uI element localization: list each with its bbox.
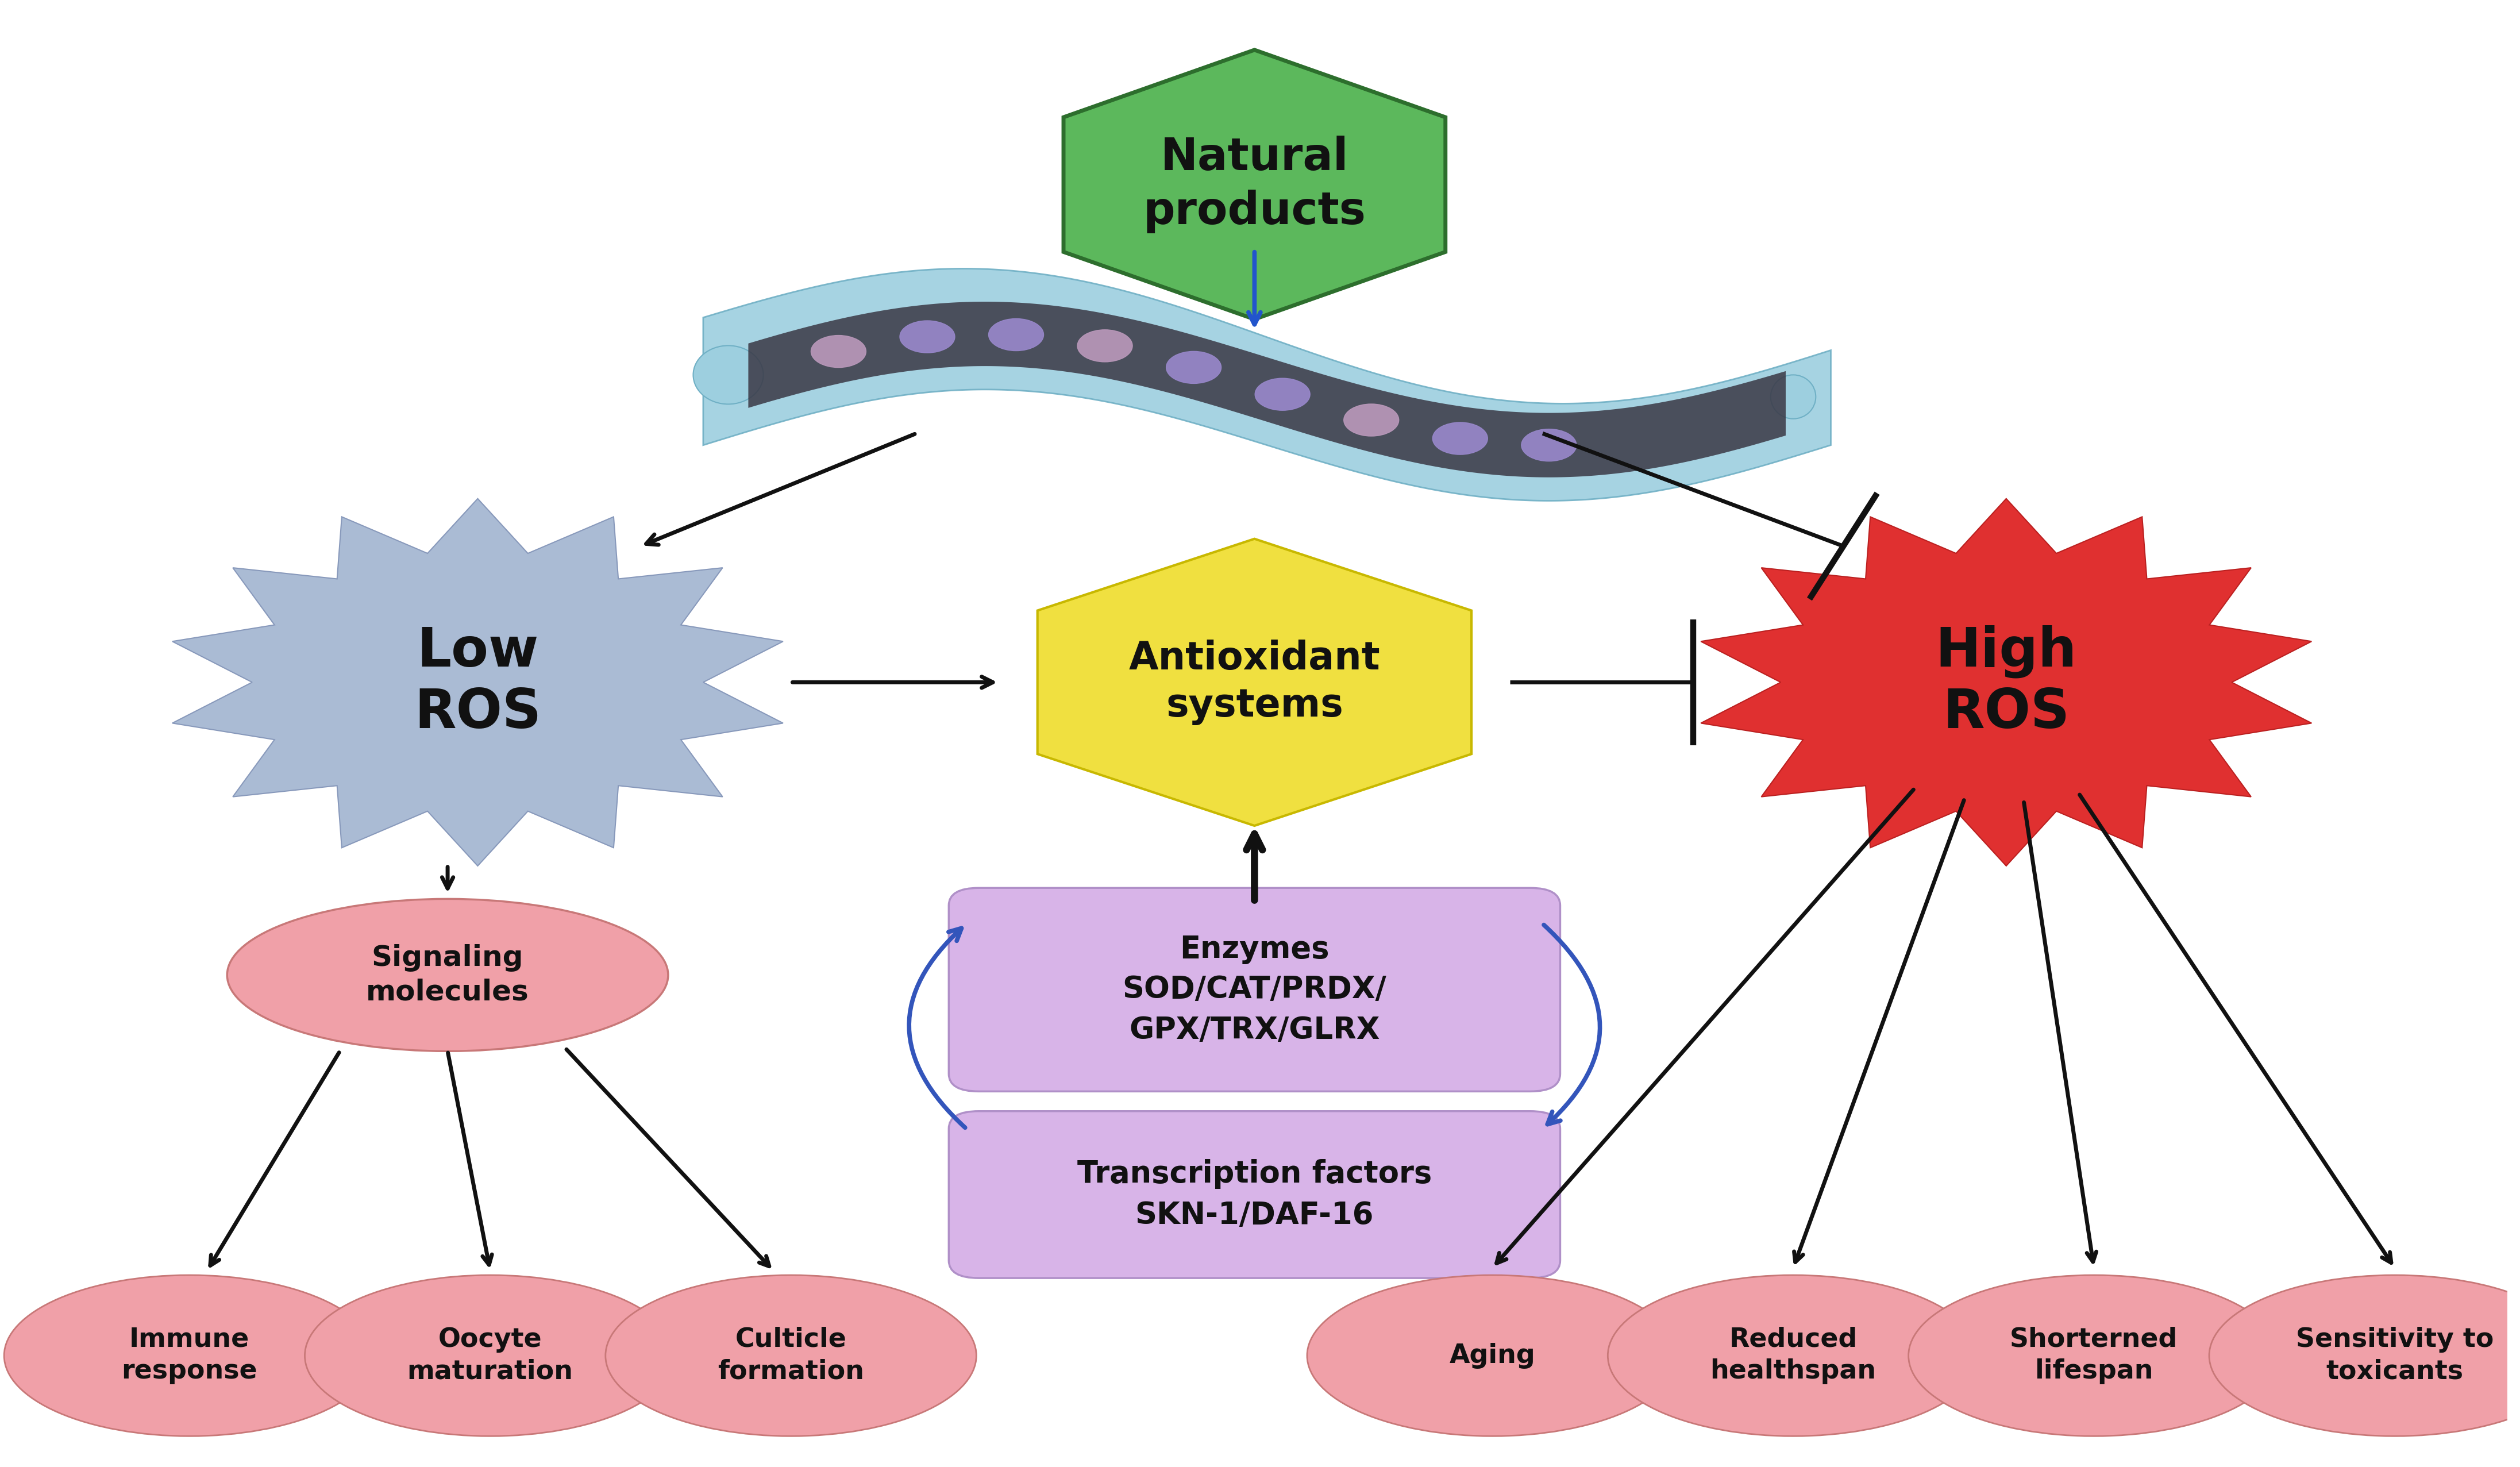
Polygon shape (703, 268, 1832, 500)
Ellipse shape (1772, 376, 1817, 418)
Text: Low
ROS: Low ROS (413, 625, 542, 739)
FancyBboxPatch shape (948, 888, 1560, 1091)
Polygon shape (1063, 50, 1446, 320)
Text: Sensitivity to
toxicants: Sensitivity to toxicants (2296, 1326, 2492, 1385)
Ellipse shape (2210, 1275, 2520, 1436)
Circle shape (811, 336, 867, 368)
Polygon shape (748, 302, 1787, 477)
Text: Oocyte
maturation: Oocyte maturation (408, 1326, 572, 1385)
Ellipse shape (227, 899, 668, 1052)
Text: Enzymes
SOD/CAT/PRDX/
GPX/TRX/GLRX: Enzymes SOD/CAT/PRDX/ GPX/TRX/GLRX (1121, 934, 1386, 1045)
Polygon shape (1038, 538, 1472, 826)
Circle shape (1167, 351, 1222, 383)
Text: Antioxidant
systems: Antioxidant systems (1129, 640, 1381, 725)
Ellipse shape (5, 1275, 375, 1436)
Polygon shape (1701, 499, 2311, 866)
Circle shape (1079, 330, 1131, 362)
Ellipse shape (693, 346, 764, 403)
FancyBboxPatch shape (948, 1111, 1560, 1278)
Circle shape (1431, 422, 1487, 455)
Text: Immune
response: Immune response (121, 1326, 257, 1385)
Ellipse shape (605, 1275, 975, 1436)
Ellipse shape (1908, 1275, 2278, 1436)
Text: Aging: Aging (1449, 1342, 1535, 1369)
Text: Shorterned
lifespan: Shorterned lifespan (2011, 1326, 2177, 1385)
Circle shape (1255, 378, 1310, 411)
Text: Transcription factors
SKN-1/DAF-16: Transcription factors SKN-1/DAF-16 (1076, 1159, 1431, 1231)
Text: Signaling
molecules: Signaling molecules (365, 945, 529, 1006)
Text: Reduced
healthspan: Reduced healthspan (1711, 1326, 1877, 1385)
Text: High
ROS: High ROS (1935, 625, 2076, 739)
Circle shape (988, 318, 1043, 351)
Text: Culticle
formation: Culticle formation (718, 1326, 864, 1385)
Circle shape (1522, 428, 1578, 461)
Polygon shape (171, 499, 784, 866)
Ellipse shape (305, 1275, 675, 1436)
Circle shape (1343, 403, 1399, 436)
Ellipse shape (1608, 1275, 1978, 1436)
Ellipse shape (1308, 1275, 1678, 1436)
Circle shape (900, 321, 955, 354)
Text: Natural
products: Natural products (1144, 136, 1366, 233)
